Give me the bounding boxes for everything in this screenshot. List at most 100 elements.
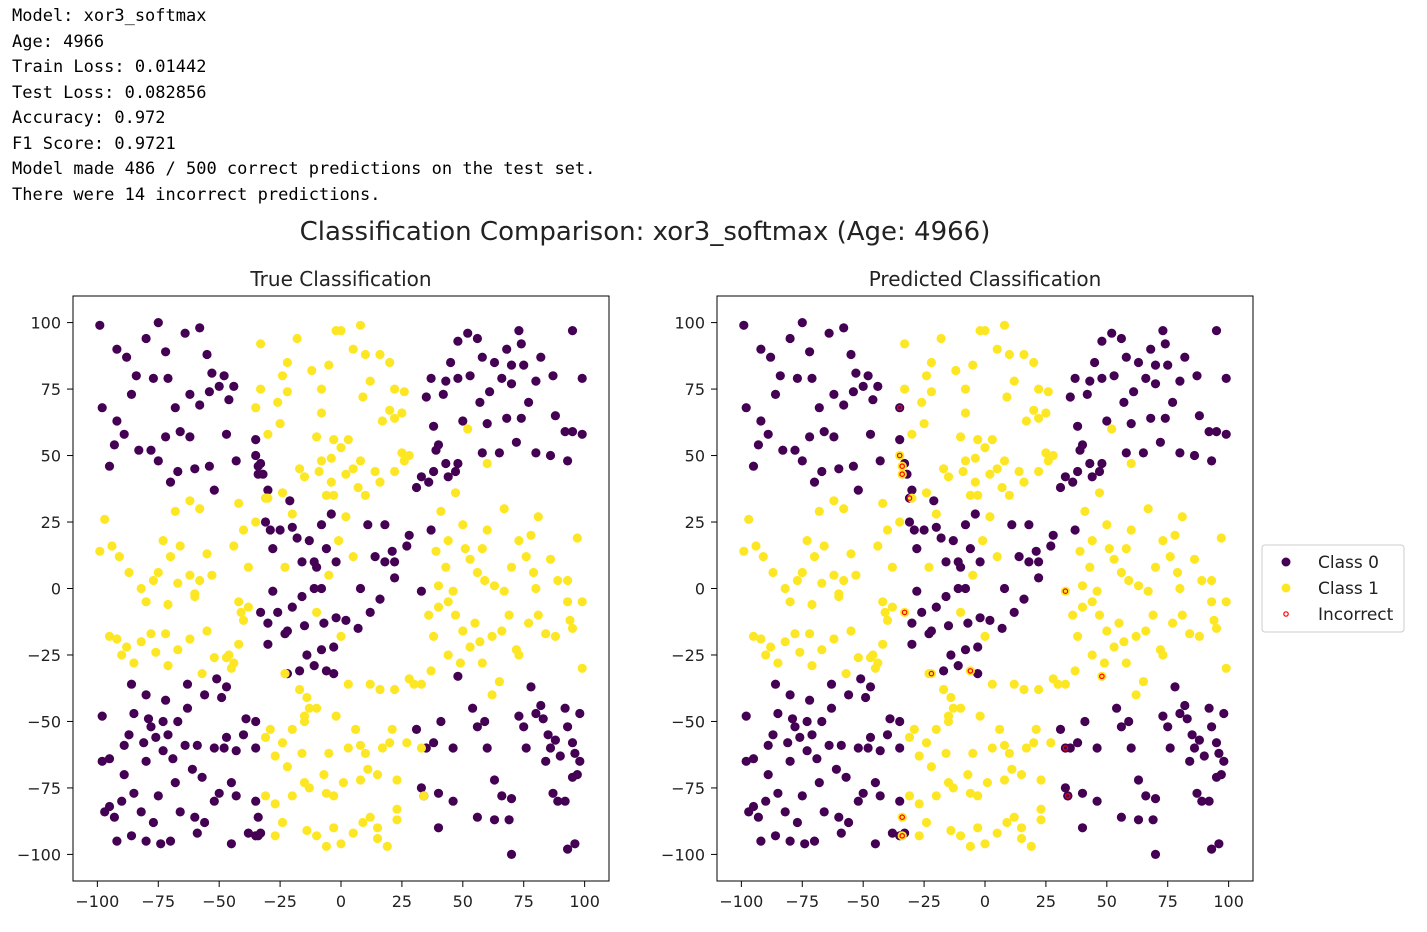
data-point xyxy=(936,333,946,344)
data-point xyxy=(1221,429,1231,439)
plot-frame xyxy=(716,295,1254,882)
data-point xyxy=(931,791,941,801)
data-point xyxy=(506,379,517,389)
data-point xyxy=(482,525,492,535)
data-point xyxy=(387,724,397,735)
data-point xyxy=(917,607,927,618)
data-point xyxy=(390,684,400,695)
data-point xyxy=(251,450,261,461)
data-point xyxy=(878,639,888,649)
data-point xyxy=(904,517,915,527)
data-point xyxy=(260,517,271,527)
data-point xyxy=(370,552,380,562)
data-point xyxy=(463,424,473,434)
data-point xyxy=(243,828,253,838)
data-point xyxy=(1094,488,1105,498)
data-point xyxy=(924,562,934,572)
data-point xyxy=(433,581,444,591)
data-point xyxy=(482,458,492,469)
data-point xyxy=(795,732,805,743)
data-point xyxy=(153,318,163,328)
y-tick-label: −25 xyxy=(27,646,61,665)
data-point xyxy=(275,525,285,535)
data-point xyxy=(506,849,517,860)
data-point xyxy=(295,464,305,474)
data-point xyxy=(136,637,146,647)
data-point xyxy=(365,607,375,618)
data-point xyxy=(897,469,907,479)
data-point xyxy=(372,833,383,844)
incorrect-marker xyxy=(928,670,935,677)
points-layer xyxy=(739,318,1231,860)
data-point xyxy=(1221,597,1231,607)
data-point xyxy=(433,823,444,833)
data-point xyxy=(263,493,273,503)
data-point xyxy=(773,658,783,668)
data-point xyxy=(1107,328,1117,338)
incorrect-marker xyxy=(896,452,903,459)
data-point xyxy=(231,456,241,466)
data-point xyxy=(999,456,1010,466)
data-point xyxy=(489,775,500,785)
data-point xyxy=(858,788,868,798)
data-point xyxy=(1068,610,1078,620)
data-point xyxy=(299,472,310,482)
data-point xyxy=(931,602,941,612)
data-point xyxy=(756,836,766,846)
data-point xyxy=(173,645,183,655)
data-point xyxy=(265,724,275,735)
data-point xyxy=(399,387,409,397)
data-point xyxy=(411,724,422,735)
data-point xyxy=(1085,458,1095,469)
data-point xyxy=(1034,384,1044,394)
data-point xyxy=(748,754,759,764)
data-point xyxy=(338,778,348,788)
data-point xyxy=(1138,677,1148,687)
data-point xyxy=(1065,392,1075,402)
data-point xyxy=(848,387,859,397)
y-tick-label: −75 xyxy=(671,779,705,798)
data-point xyxy=(792,575,803,586)
data-point xyxy=(1009,812,1019,822)
data-point xyxy=(780,807,790,817)
data-point xyxy=(341,512,351,522)
data-point xyxy=(1155,437,1165,447)
data-point xyxy=(234,498,244,508)
data-point xyxy=(807,373,817,383)
data-point xyxy=(353,482,363,493)
data-point xyxy=(200,690,210,700)
data-point xyxy=(224,395,234,405)
x-tick-label: 25 xyxy=(1036,892,1056,911)
y-tick-label: −100 xyxy=(661,845,705,864)
data-point xyxy=(277,738,288,748)
data-point xyxy=(161,695,171,705)
data-point xyxy=(124,730,134,740)
data-point xyxy=(948,703,958,713)
data-point xyxy=(773,708,783,719)
data-point xyxy=(309,661,319,671)
data-point xyxy=(263,429,273,439)
data-point xyxy=(780,583,790,594)
data-point xyxy=(753,812,764,822)
data-point xyxy=(531,448,541,458)
data-point xyxy=(865,429,876,439)
y-tick-label: 25 xyxy=(685,513,705,532)
data-point xyxy=(1016,833,1027,844)
data-point xyxy=(1207,844,1217,854)
data-point xyxy=(1109,371,1119,381)
data-point xyxy=(336,443,346,453)
y-axis: 100 75 50 25 0 −25 −50 −75 −100 xyxy=(17,314,73,864)
data-point xyxy=(256,384,266,394)
data-point xyxy=(912,586,922,596)
data-point xyxy=(756,634,766,644)
data-point xyxy=(450,488,461,498)
data-point xyxy=(1004,748,1015,759)
data-point xyxy=(826,703,837,713)
data-point xyxy=(1043,387,1053,397)
data-point xyxy=(355,456,366,466)
data-point xyxy=(499,586,509,596)
data-point xyxy=(477,352,487,362)
data-point xyxy=(960,456,971,466)
data-point xyxy=(1150,849,1161,860)
data-point xyxy=(1219,708,1229,719)
